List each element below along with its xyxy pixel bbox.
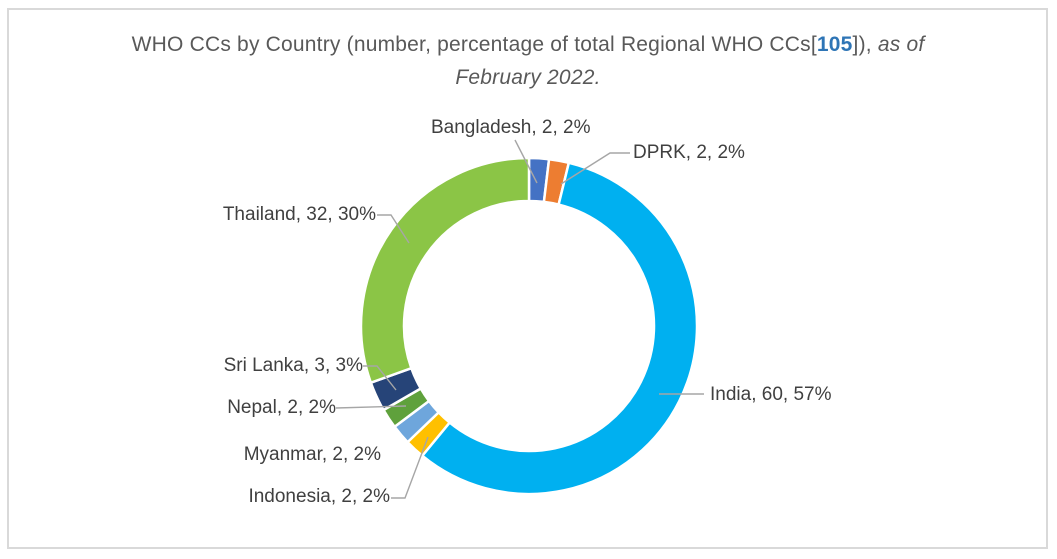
leader-line-dprk <box>560 152 630 185</box>
data-label-thailand: Thailand, 32, 30% <box>222 204 376 225</box>
data-label-bangladesh: Bangladesh, 2, 2% <box>431 117 591 138</box>
data-label-dprk: DPRK, 2, 2% <box>633 142 745 163</box>
donut-slice-thailand <box>359 156 531 384</box>
chart-title-text: WHO CCs by Country (number, percentage o… <box>131 33 817 56</box>
data-label-myanmar: Myanmar, 2, 2% <box>243 444 381 465</box>
leader-line-bangladesh <box>514 139 538 184</box>
data-label-indonesia: Indonesia, 2, 2% <box>248 486 390 507</box>
leader-line-thailand <box>377 214 410 244</box>
chart-title: WHO CCs by Country (number, percentage o… <box>108 28 948 94</box>
donut-slice-india <box>421 161 699 496</box>
chart-title-date: as of February 2022. <box>455 33 925 89</box>
leader-lines <box>335 139 704 499</box>
data-label-india: India, 60, 57% <box>710 384 832 405</box>
chart-title-reference: 105 <box>816 33 853 56</box>
leader-line-sri-lanka <box>363 365 397 391</box>
data-label-sri-lanka: Sri Lanka, 3, 3% <box>223 355 363 376</box>
chart-title-text-middle: ]), <box>852 33 878 56</box>
data-label-nepal: Nepal, 2, 2% <box>227 397 336 418</box>
chart-border-frame <box>7 8 1048 549</box>
leader-line-indonesia <box>391 436 429 499</box>
donut-slices <box>359 156 699 496</box>
leader-line-nepal <box>335 405 407 409</box>
